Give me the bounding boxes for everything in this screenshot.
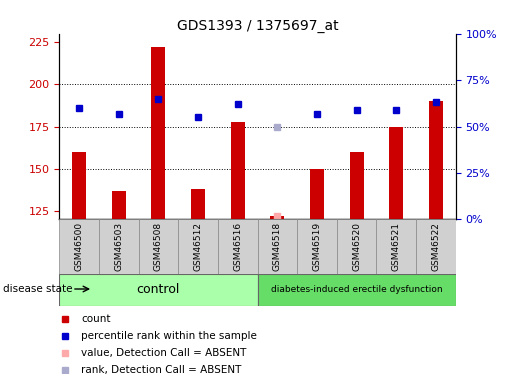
Text: GSM46500: GSM46500: [75, 222, 83, 271]
FancyBboxPatch shape: [139, 219, 178, 274]
Text: GSM46503: GSM46503: [114, 222, 123, 271]
Bar: [350, 152, 364, 219]
FancyBboxPatch shape: [376, 219, 416, 274]
Bar: [310, 169, 324, 219]
FancyBboxPatch shape: [59, 219, 99, 274]
Text: percentile rank within the sample: percentile rank within the sample: [81, 331, 257, 341]
Bar: [112, 190, 126, 219]
Text: GSM46521: GSM46521: [392, 222, 401, 271]
FancyBboxPatch shape: [59, 274, 258, 306]
Text: GSM46516: GSM46516: [233, 222, 242, 271]
FancyBboxPatch shape: [297, 219, 337, 274]
Text: rank, Detection Call = ABSENT: rank, Detection Call = ABSENT: [81, 365, 242, 375]
Bar: [429, 101, 443, 219]
Text: control: control: [136, 283, 180, 296]
Text: count: count: [81, 314, 111, 324]
Text: value, Detection Call = ABSENT: value, Detection Call = ABSENT: [81, 348, 246, 358]
Text: GSM46508: GSM46508: [154, 222, 163, 271]
Text: GSM46520: GSM46520: [352, 222, 361, 271]
FancyBboxPatch shape: [416, 219, 456, 274]
FancyBboxPatch shape: [218, 219, 258, 274]
Text: GSM46522: GSM46522: [432, 222, 440, 271]
Bar: [151, 47, 165, 219]
Text: GSM46518: GSM46518: [273, 222, 282, 271]
FancyBboxPatch shape: [258, 274, 456, 306]
Bar: [231, 122, 245, 219]
FancyBboxPatch shape: [258, 219, 297, 274]
Title: GDS1393 / 1375697_at: GDS1393 / 1375697_at: [177, 19, 338, 33]
Text: disease state: disease state: [3, 285, 72, 294]
Text: GSM46519: GSM46519: [313, 222, 321, 271]
Bar: [389, 127, 403, 219]
Bar: [191, 189, 205, 219]
Bar: [270, 216, 284, 219]
FancyBboxPatch shape: [337, 219, 376, 274]
FancyBboxPatch shape: [99, 219, 139, 274]
Bar: [72, 152, 86, 219]
Text: diabetes-induced erectile dysfunction: diabetes-induced erectile dysfunction: [271, 285, 442, 294]
FancyBboxPatch shape: [178, 219, 218, 274]
Text: GSM46512: GSM46512: [194, 222, 202, 271]
